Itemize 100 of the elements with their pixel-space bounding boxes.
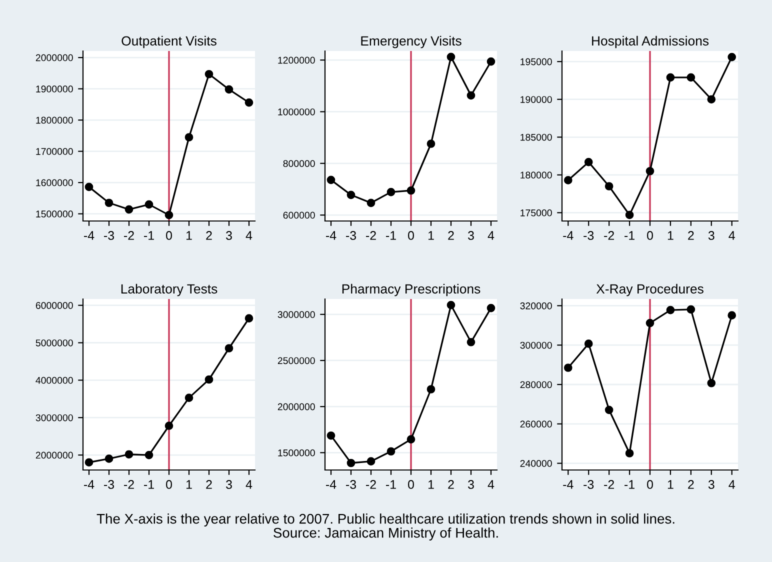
x-tick-label: -3: [584, 480, 594, 489]
y-tick-label: 1500000: [278, 449, 315, 456]
y-tick-label: 175000: [520, 209, 552, 216]
x-tick-label: 2: [448, 231, 454, 240]
x-tick-label: -2: [604, 231, 614, 240]
point: [426, 140, 436, 148]
line-series: [564, 52, 736, 220]
point: [625, 210, 634, 220]
y-tick-label: 5000000: [36, 339, 73, 346]
y-tick-label: 320000: [520, 302, 552, 310]
point: [584, 340, 593, 348]
point: [326, 176, 336, 184]
x-tick-label: 4: [488, 480, 494, 489]
x-tick-label: 0: [647, 480, 653, 489]
x-tick-label: -1: [144, 231, 154, 240]
point: [244, 314, 254, 322]
x-tick-label: -2: [604, 480, 614, 489]
point: [124, 450, 134, 459]
x-tick-label: 2: [206, 231, 212, 240]
y-tick-label: 1800000: [36, 116, 73, 124]
x-tick-label: -4: [326, 231, 336, 240]
x-tick-label: 0: [166, 480, 172, 489]
point: [728, 52, 736, 62]
x-tick-label: 0: [408, 231, 414, 240]
y-tick-label: 2000000: [36, 54, 73, 62]
x-tick-label: -1: [386, 231, 396, 240]
point: [346, 458, 356, 468]
point: [204, 70, 214, 78]
point: [728, 311, 736, 320]
point: [386, 188, 396, 196]
y-tick-label: 1500000: [36, 210, 73, 218]
x-tick-label: -4: [84, 480, 94, 489]
x-tick-label: -1: [624, 231, 634, 240]
point: [164, 210, 174, 220]
chart-title: X-Ray Procedures: [596, 284, 704, 296]
point: [646, 318, 654, 328]
point: [686, 73, 696, 82]
x-tick-label: 3: [468, 231, 474, 240]
point: [666, 73, 675, 82]
text: The X-axis is the year relative to 2007. Public healthcare utilization trends shown in solid lines.: [96, 514, 674, 526]
x-tick-label: -1: [624, 480, 634, 489]
point: [184, 394, 194, 402]
x-tick-label: 0: [647, 231, 653, 240]
y-tick-label: 280000: [520, 381, 552, 388]
point: [84, 458, 94, 467]
point: [104, 198, 114, 208]
x-tick-label: 3: [226, 231, 232, 240]
point: [584, 158, 593, 166]
point: [144, 200, 154, 209]
x-tick-label: -3: [584, 231, 594, 240]
y-tick-label: 3000000: [278, 311, 315, 318]
x-tick-label: -4: [326, 480, 336, 489]
point: [446, 52, 456, 62]
y-tick-label: 1700000: [36, 148, 73, 155]
x-tick-label: 4: [246, 480, 252, 489]
y-tick-label: 2500000: [278, 357, 315, 364]
point: [486, 304, 496, 312]
y-tick-label: 800000: [283, 160, 315, 168]
x-tick-label: -1: [386, 480, 396, 489]
x-tick-label: 0: [408, 480, 414, 489]
x-tick-label: 0: [166, 231, 172, 240]
x-tick-label: -2: [366, 480, 376, 489]
y-tick-label: 1600000: [36, 179, 73, 186]
chart-title: Pharmacy Prescriptions: [342, 284, 480, 296]
x-tick-label: -3: [104, 231, 114, 240]
x-tick-label: 3: [708, 231, 714, 240]
x-tick-label: -2: [124, 480, 134, 489]
y-tick-label: 300000: [520, 342, 552, 349]
point: [426, 385, 436, 394]
y-tick-label: 1200000: [278, 56, 315, 64]
point: [104, 454, 114, 463]
chart-title: Laboratory Tests: [121, 284, 218, 296]
point: [84, 182, 94, 192]
x-tick-label: 1: [428, 231, 434, 240]
point: [707, 95, 716, 104]
x-tick-label: -3: [346, 480, 356, 489]
chart-title: Hospital Admissions: [592, 36, 709, 48]
x-tick-label: 4: [488, 231, 494, 240]
point: [564, 364, 572, 372]
y-tick-label: 1000000: [278, 108, 315, 116]
point: [224, 344, 234, 352]
chart-title: Outpatient Visits: [122, 36, 216, 48]
x-tick-label: -1: [144, 480, 154, 489]
point: [604, 182, 614, 190]
point: [366, 457, 376, 466]
y-tick-label: 180000: [520, 172, 552, 179]
point: [604, 406, 614, 414]
y-tick-label: 240000: [520, 460, 552, 467]
point: [707, 378, 716, 388]
source-note: Source: Jamaican Ministry of Health.: [274, 528, 498, 540]
point: [406, 186, 416, 195]
x-tick-label: -2: [366, 231, 376, 240]
x-tick-label: 2: [448, 480, 454, 489]
x-tick-label: 4: [728, 231, 735, 240]
x-tick-label: -3: [346, 231, 356, 240]
x-tick-label: 1: [186, 231, 192, 240]
y-tick-label: 190000: [520, 96, 552, 103]
point: [366, 198, 376, 208]
chart-title: Emergency Visits: [361, 36, 462, 48]
x-tick-label: -4: [563, 231, 574, 240]
